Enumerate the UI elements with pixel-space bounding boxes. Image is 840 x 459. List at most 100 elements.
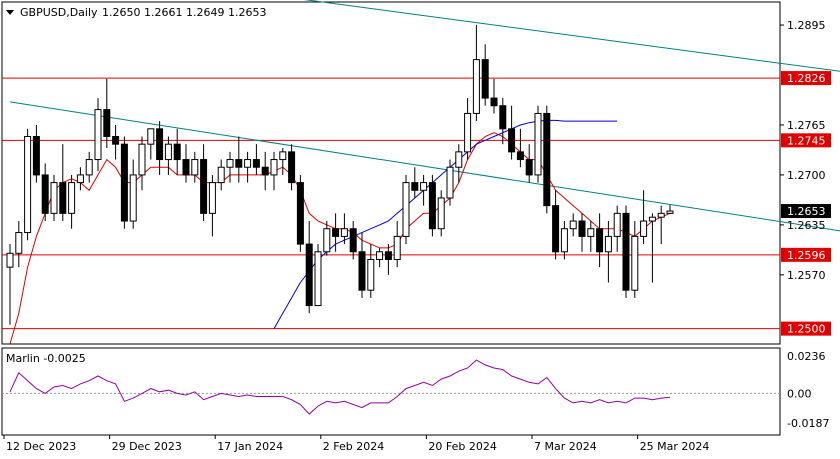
candle-bear [411, 182, 419, 191]
candle-bull [50, 182, 58, 214]
dropdown-triangle-icon[interactable] [6, 10, 14, 15]
candle-bull [270, 159, 278, 176]
candle-bull [340, 228, 348, 237]
candle-bear [332, 228, 340, 237]
candle-bull [367, 258, 375, 291]
x-tick-label: 20 Feb 2024 [428, 440, 496, 453]
candle-bull [420, 182, 428, 191]
candle-bear [120, 143, 128, 222]
osc-tick-label: -0.0187 [787, 417, 829, 430]
candle-bull [323, 228, 331, 253]
level-tag [781, 321, 831, 336]
candle-bear [622, 212, 630, 291]
candle-bear [358, 251, 366, 291]
candle-bear [41, 174, 49, 214]
main-panel-border [1, 1, 781, 345]
y-tick-label: 1.2700 [787, 169, 826, 182]
candle-bull [437, 197, 445, 230]
candle-bull [604, 235, 612, 253]
current-price-label: 1.2653 [787, 205, 826, 218]
level-tag-label: 1.2826 [787, 72, 826, 85]
candle-bear [552, 205, 560, 253]
level-tag [781, 133, 831, 148]
candle-bull [164, 143, 172, 161]
candle-bear [112, 135, 120, 145]
oscillator-line [9, 359, 671, 415]
y-tick-label: 1.2635 [787, 219, 826, 232]
candle-bear [182, 159, 190, 176]
candle-bear [235, 159, 243, 168]
candle-bear [296, 182, 304, 245]
candle-bull [472, 59, 480, 114]
candle-bull [657, 212, 665, 218]
trendline [303, 0, 840, 72]
candle-bull [76, 174, 84, 184]
x-tick-label: 7 Mar 2024 [534, 440, 597, 453]
candle-bear [32, 135, 40, 176]
y-tick-label: 1.2895 [787, 19, 826, 32]
ma-slow-line [273, 119, 618, 329]
trendline [9, 101, 840, 232]
candle-bull [648, 216, 656, 222]
ma-fast-line [9, 132, 671, 345]
x-tick-label: 29 Dec 2023 [112, 440, 182, 453]
candle-bear [490, 97, 498, 107]
candle-bear [200, 159, 208, 214]
candle-bear [499, 105, 507, 130]
osc-tick-label: 0.0236 [787, 350, 826, 363]
candle-bull [640, 220, 648, 237]
candle-bear [516, 151, 524, 161]
level-tag [781, 247, 831, 262]
x-tick-label: 12 Dec 2023 [6, 440, 76, 453]
candle-bear [252, 159, 260, 168]
level-tag [781, 71, 831, 86]
candle-bull [226, 159, 234, 168]
candle-bull [587, 228, 595, 237]
candle-bull [191, 159, 199, 176]
candle-bull [6, 252, 14, 268]
x-tick-label: 25 Mar 2024 [640, 440, 710, 453]
y-tick-label: 1.2570 [787, 269, 826, 282]
candle-bull [94, 109, 102, 161]
candle-bull [534, 112, 542, 176]
candle-bull [24, 135, 32, 234]
candle-bull [393, 235, 401, 260]
candle-bear [525, 159, 533, 176]
candle-bull [314, 251, 322, 307]
level-tag-label: 1.2500 [787, 323, 826, 336]
current-price-tag [781, 204, 831, 219]
candle-bull [217, 166, 225, 184]
indicator-label: Marlin -0.0025 [6, 352, 86, 365]
candle-bear [481, 59, 489, 99]
candle-bull [208, 182, 216, 214]
indicator-panel-border [1, 347, 781, 436]
candle-bear [59, 182, 67, 214]
candle-bear [288, 151, 296, 184]
candle-bear [428, 182, 436, 230]
candle-bear [156, 128, 164, 161]
candle-bear [173, 143, 181, 161]
x-tick-label: 2 Feb 2024 [323, 440, 384, 453]
candle-bear [261, 166, 269, 176]
candle-bull [376, 251, 384, 260]
ohlc-values: 1.2650 1.2661 1.2649 1.2653 [102, 6, 266, 19]
candle-bull [569, 220, 577, 230]
candle-bull [455, 151, 463, 168]
candle-bull [85, 159, 93, 176]
candle-bull [68, 182, 76, 214]
candle-bull [15, 232, 23, 254]
candle-bull [613, 212, 621, 237]
candle-bear [578, 220, 586, 237]
candle-bear [305, 243, 313, 307]
candle-bull [402, 182, 410, 237]
y-tick-label: 1.2765 [787, 119, 826, 132]
candle-bull [446, 166, 454, 199]
candle-bear [543, 112, 551, 207]
candle-bear [596, 228, 604, 253]
level-tag-label: 1.2596 [787, 249, 826, 262]
osc-tick-label: 0.00 [787, 387, 812, 400]
candle-bear [103, 109, 111, 137]
candle-bull [147, 128, 155, 145]
candle-bull [129, 174, 137, 222]
